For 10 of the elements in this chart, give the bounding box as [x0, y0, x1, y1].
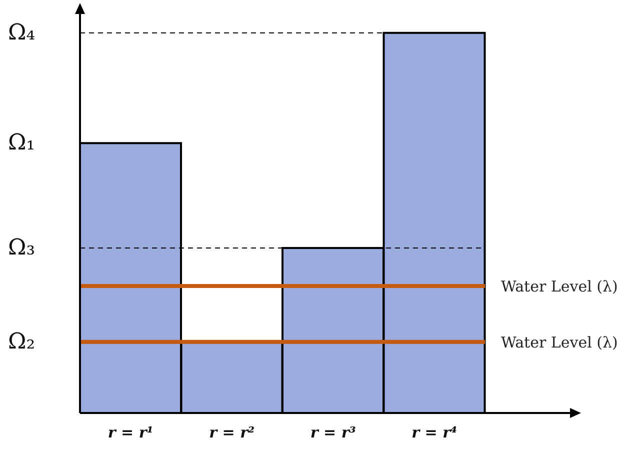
x-tick-label: r = r⁴	[412, 424, 458, 442]
text: Ω₄	[8, 20, 36, 46]
ref-line-label: Water Level (λ)	[501, 277, 618, 296]
text: Ω₁	[8, 130, 36, 156]
text: Ω₂	[8, 329, 36, 354]
ref-line-label: Water Level (λ)	[501, 333, 618, 352]
x-tick-label: r = r²	[209, 424, 255, 442]
text: Ω₃	[8, 236, 36, 261]
x-tick-label: r = r³	[310, 424, 356, 442]
x-tick-label: r = r¹	[108, 424, 154, 442]
